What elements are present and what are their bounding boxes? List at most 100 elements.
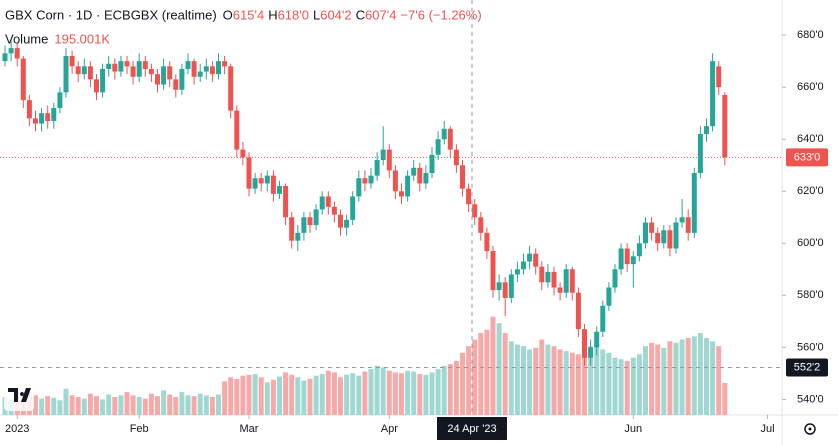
candle-body (521, 261, 526, 270)
volume-bar (478, 333, 484, 415)
candle-body (551, 271, 557, 288)
candle-body (704, 126, 709, 134)
volume-bar (582, 339, 587, 415)
volume-bar (691, 336, 697, 415)
candle-body (496, 282, 502, 291)
candle-body (81, 66, 87, 75)
volume-bar (496, 323, 502, 415)
candle-body (716, 66, 722, 88)
candle-body (130, 66, 136, 77)
candle-body (429, 154, 435, 174)
candle-body (264, 175, 270, 184)
volume-bar (155, 396, 160, 415)
volume-bar (325, 370, 331, 415)
volume-bar (722, 383, 728, 415)
volume-bar (667, 341, 673, 415)
volume-bar (338, 377, 343, 415)
candle-body (185, 61, 191, 69)
candle-body (594, 331, 600, 348)
candle-body (612, 269, 618, 288)
candle-body (667, 230, 673, 249)
volume-bar (295, 377, 301, 415)
y-tick-label: 600'0 (797, 237, 824, 249)
volume-bar (148, 393, 154, 415)
candle-body (277, 186, 282, 194)
y-tick-label: 540'0 (797, 393, 824, 405)
candle-body (533, 253, 539, 267)
volume-bar (539, 339, 545, 415)
candle-body (478, 217, 484, 233)
volume-bar (94, 396, 99, 415)
candle-body (356, 178, 362, 197)
candle-body (87, 66, 93, 80)
x-tick-label: Mar (240, 423, 259, 435)
change-label: −7'6 (−1.26%) (400, 7, 481, 22)
candle-body (57, 92, 63, 108)
candle-body (301, 217, 307, 233)
volume-bar (185, 395, 191, 415)
candle-body (600, 305, 606, 332)
candle-body (197, 71, 203, 77)
x-tick-label: Feb (130, 423, 149, 435)
x-tick-label: 2023 (5, 423, 29, 435)
volume-bar (636, 354, 642, 415)
candle-body (325, 196, 331, 207)
settings-icon[interactable] (804, 423, 816, 435)
candle-body (173, 79, 179, 90)
volume-bar (234, 378, 240, 415)
volume-bar (63, 388, 69, 415)
volume-bar (392, 372, 398, 415)
crosshair-date-box (437, 417, 507, 440)
candle-body (252, 178, 258, 189)
volume-bar (136, 396, 142, 415)
volume-bar (57, 400, 63, 415)
volume-bar (100, 399, 106, 415)
candle-body (655, 232, 661, 244)
candle-body (8, 48, 14, 54)
volume-bar (264, 382, 270, 415)
candle-body (246, 157, 252, 189)
candle-body (649, 222, 655, 233)
volume-bar (191, 396, 197, 415)
y-tick-label: 660'0 (797, 81, 824, 93)
volume-bar (283, 372, 289, 415)
candle-body (313, 209, 319, 226)
volume-bar (87, 393, 93, 415)
volume-bar (575, 354, 581, 415)
volume-bar (484, 329, 490, 415)
candle-body (270, 175, 276, 194)
candle-body (75, 66, 81, 75)
legend-key: L (313, 7, 320, 22)
volume-bar (313, 375, 319, 415)
candle-body (283, 186, 289, 218)
legend-value: 604'2 (320, 7, 351, 22)
candle-body (216, 61, 221, 75)
candle-body (100, 68, 106, 93)
candle-body (710, 61, 716, 127)
crosshair-price-box (786, 358, 828, 377)
x-tick-label: Jul (760, 423, 774, 435)
volume-bar (460, 352, 465, 415)
volume-bar (630, 357, 636, 415)
volume-bar (142, 398, 148, 415)
symbol-title: GBX Corn · 1D · ECBGBX (realtime) (5, 7, 217, 22)
volume-bar (441, 365, 447, 415)
crosshair-date-label: 24 Apr '23 (447, 423, 496, 435)
candle-body (697, 133, 703, 174)
candle-body (136, 61, 142, 77)
volume-bar (380, 367, 386, 415)
volume-bar (179, 392, 185, 415)
candle-body (539, 266, 545, 283)
volume-bar (374, 365, 380, 415)
candle-body (179, 68, 185, 90)
candle-body (392, 170, 398, 192)
candle-body (167, 66, 173, 80)
candle-body (112, 63, 118, 72)
volume-bar (51, 397, 57, 415)
volume-bar (606, 352, 612, 415)
crosshair-price-label: 552'2 (794, 361, 821, 373)
volume-bar (81, 398, 87, 415)
legend-key: H (268, 7, 277, 22)
volume-bar (319, 374, 325, 415)
